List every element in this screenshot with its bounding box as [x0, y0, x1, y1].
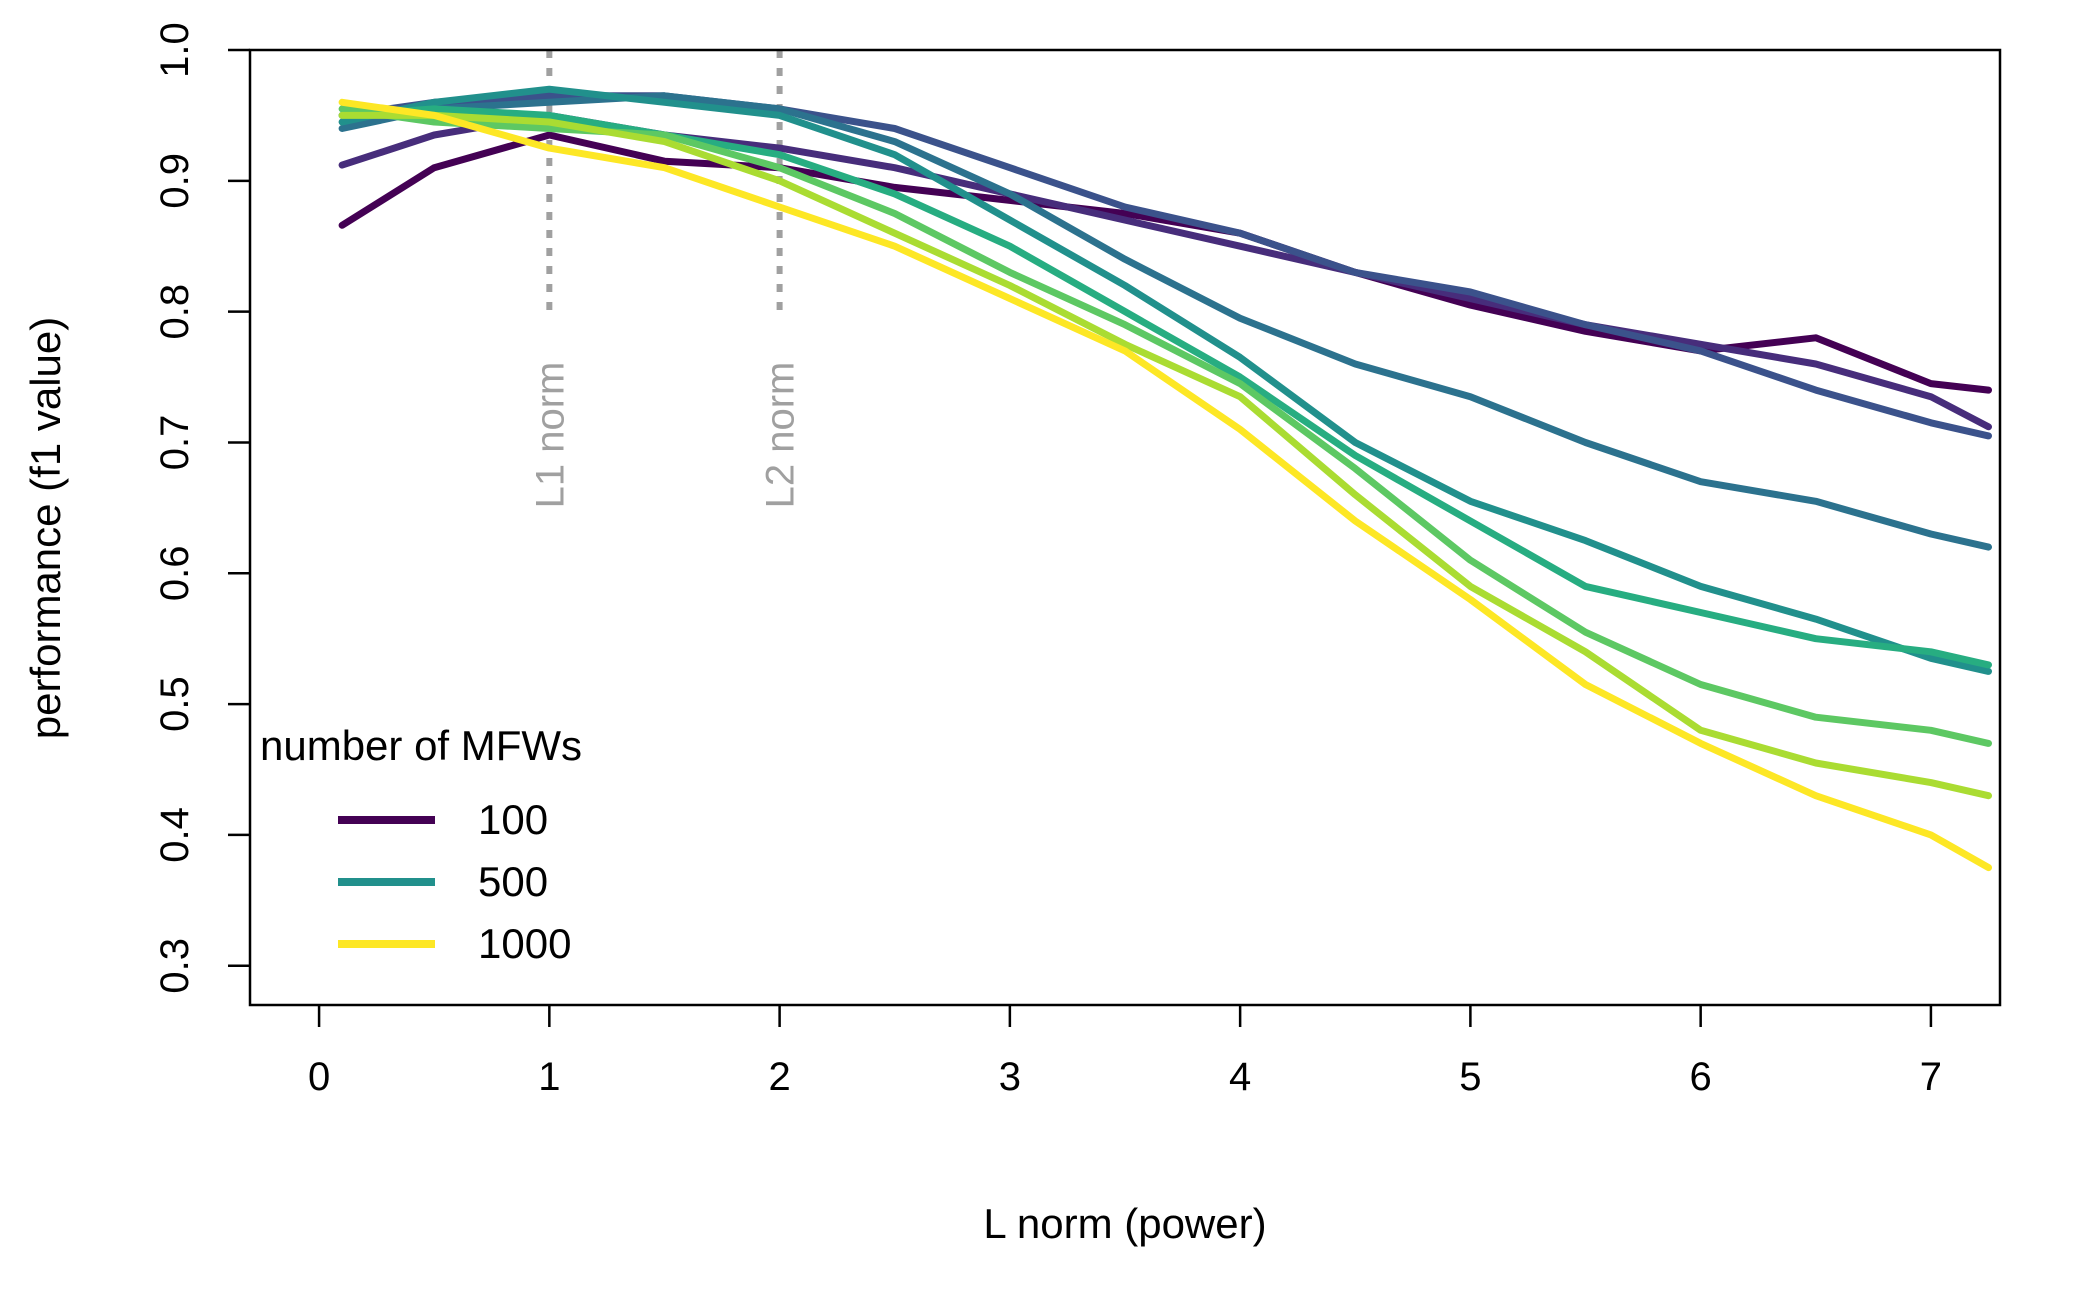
series-line — [338, 111, 1992, 800]
x-tick-label: 0 — [308, 1055, 330, 1099]
y-axis-title: performance (f1 value) — [22, 317, 69, 740]
x-axis: 0 1 2 3 4 5 6 7 — [308, 1005, 1942, 1099]
x-tick-label: 2 — [768, 1055, 790, 1099]
y-tick-label: 1.0 — [153, 22, 197, 78]
y-tick-label: 0.8 — [153, 284, 197, 340]
y-tick-label: 0.5 — [153, 676, 197, 732]
x-axis-title: L norm (power) — [983, 1200, 1266, 1247]
legend-title: number of MFWs — [260, 722, 582, 769]
x-tick-label: 5 — [1459, 1055, 1481, 1099]
plot-frame — [248, 48, 2002, 1007]
y-axis: 0.3 0.4 0.5 0.6 0.7 0.8 0.9 1.0 — [153, 22, 250, 994]
legend-label: 100 — [478, 796, 548, 843]
legend: number of MFWs 100 500 1000 — [260, 722, 582, 967]
y-tick-label: 0.6 — [153, 545, 197, 601]
series-line — [338, 105, 1992, 669]
x-tick-label: 1 — [538, 1055, 560, 1099]
series-layer — [338, 85, 1992, 872]
y-tick-label: 0.4 — [153, 807, 197, 863]
series-line — [338, 85, 1992, 675]
x-tick-label: 3 — [999, 1055, 1021, 1099]
reference-line-label: L2 norm — [759, 362, 803, 509]
series-line — [338, 98, 1992, 872]
x-tick-label: 4 — [1229, 1055, 1251, 1099]
x-tick-label: 6 — [1690, 1055, 1712, 1099]
legend-label: 500 — [478, 858, 548, 905]
legend-label: 1000 — [478, 920, 571, 967]
reference-line-label: L1 norm — [528, 362, 572, 509]
y-tick-label: 0.3 — [153, 938, 197, 994]
x-tick-label: 7 — [1920, 1055, 1942, 1099]
y-tick-label: 0.9 — [153, 153, 197, 209]
y-tick-label: 0.7 — [153, 415, 197, 471]
